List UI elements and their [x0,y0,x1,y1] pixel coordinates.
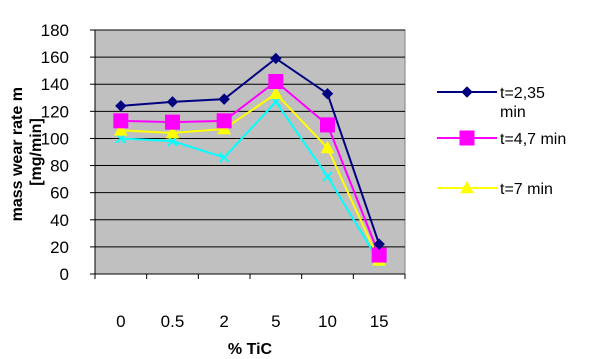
marker-stroke [218,152,230,163]
data-point [322,171,333,182]
y-tick-label: 80 [50,157,69,176]
y-axis-title-line-1: mass wear rate m [9,87,26,221]
legend-entry-3: t=7 min [437,180,553,198]
legend-label: t=7 min [500,181,553,198]
x-tick-label: 15 [370,312,389,331]
y-tick-label: 0 [60,265,69,284]
series-line [120,92,381,261]
data-point [218,152,230,163]
data-point [217,121,232,135]
data-point [166,96,179,108]
legend-marker [461,86,473,98]
data-point [371,247,387,263]
data-point [373,238,385,250]
series-1 [115,52,385,250]
series-line [120,100,381,263]
data-point [270,52,282,65]
legend-entry-2: t=4,7 min [437,130,566,148]
x-tick-label: 0.5 [161,312,185,331]
y-axis-title-line-2: [mg/min] [28,118,45,186]
y-tick-label: 40 [50,211,69,230]
y-tick-label: 140 [41,75,69,94]
marker-stroke [322,171,333,182]
data-point [268,86,283,100]
x-tick-label: 2 [219,312,228,331]
y-tick-label: 160 [41,48,69,67]
legend-marker [460,180,474,194]
plot-area [94,29,406,275]
x-tick-label: 10 [318,312,337,331]
series-group [113,52,387,268]
y-axis-title: mass wear rate m [mg/min] [9,83,45,222]
legend-label-line: min [500,104,526,121]
x-tick-labels: 0 0.5 2 5 10 15 [116,312,389,331]
data-point [216,113,232,129]
series-2 [113,74,387,263]
data-point [321,88,334,100]
legend-marker [459,130,475,146]
data-point [218,93,230,105]
y-tick-label: 20 [50,238,69,257]
data-point [165,114,180,130]
data-point [320,140,335,154]
data-point [268,74,284,90]
series-line [120,57,381,245]
axes [90,29,406,279]
y-tick-label: 60 [50,184,69,203]
legend-label-line: t=4,7 min [500,131,566,148]
y-tick-label: 100 [41,129,69,148]
data-point [165,125,180,139]
legend: t=2,35 min t=4,7 min t=7 min [437,85,566,198]
x-tick-label: 0 [116,312,125,331]
data-point [320,117,335,133]
data-point [113,123,128,136]
x-axis-title: % TiC [228,341,273,358]
legend-label-line: t=2,35 [500,85,545,102]
y-tick-labels: 0 20 40 60 80 100 120 140 160 180 [41,21,69,284]
legend-entry-1: t=2,35 min [437,85,545,121]
legend-label: t=4,7 min [500,131,566,148]
data-point [113,113,129,129]
x-tick-label: 5 [271,312,280,331]
series-3 [113,86,387,266]
legend-label-line: t=7 min [500,181,553,198]
series-line [120,80,381,256]
data-point [115,100,127,112]
y-tick-label: 120 [41,102,69,121]
y-tick-label: 180 [41,21,69,40]
legend-label: t=2,35 min [500,85,545,121]
